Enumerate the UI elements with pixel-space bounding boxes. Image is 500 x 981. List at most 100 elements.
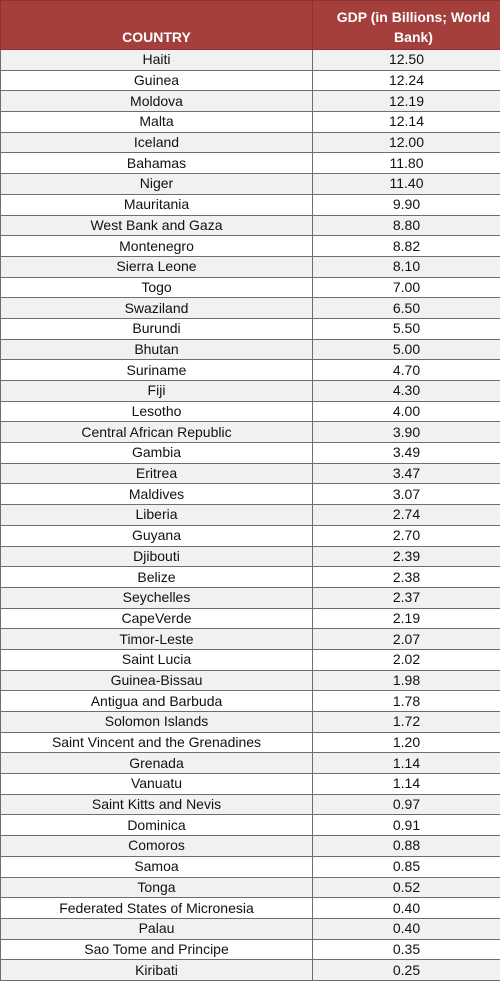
gdp-cell: 4.30	[313, 381, 500, 402]
gdp-cell: 8.10	[313, 256, 500, 277]
country-cell: Mauritania	[1, 194, 313, 215]
gdp-cell: 2.39	[313, 546, 500, 567]
country-cell: Tonga	[1, 877, 313, 898]
country-cell: Dominica	[1, 815, 313, 836]
gdp-cell: 0.40	[313, 898, 500, 919]
country-cell: Gambia	[1, 443, 313, 464]
country-cell: Djibouti	[1, 546, 313, 567]
country-cell: Iceland	[1, 132, 313, 153]
gdp-column-header: GDP (in Billions; World Bank)	[313, 1, 500, 50]
country-cell: Bahamas	[1, 153, 313, 174]
gdp-cell: 0.35	[313, 939, 500, 960]
gdp-cell: 1.72	[313, 712, 500, 733]
gdp-cell: 9.90	[313, 194, 500, 215]
gdp-cell: 3.07	[313, 484, 500, 505]
gdp-cell: 0.91	[313, 815, 500, 836]
gdp-cell: 2.37	[313, 587, 500, 608]
gdp-cell: 0.52	[313, 877, 500, 898]
country-cell: CapeVerde	[1, 608, 313, 629]
country-cell: Saint Lucia	[1, 649, 313, 670]
gdp-cell: 3.90	[313, 422, 500, 443]
country-cell: Eritrea	[1, 463, 313, 484]
country-cell: Montenegro	[1, 236, 313, 257]
country-cell: Palau	[1, 918, 313, 939]
country-cell: Niger	[1, 174, 313, 195]
country-cell: Belize	[1, 567, 313, 588]
country-cell: Solomon Islands	[1, 712, 313, 733]
country-cell: Guyana	[1, 525, 313, 546]
table-header: COUNTRY GDP (in Billions; World Bank)	[1, 1, 500, 50]
gdp-cell: 7.00	[313, 277, 500, 298]
country-cell: Central African Republic	[1, 422, 313, 443]
gdp-cell: 12.14	[313, 112, 500, 133]
country-cell: Antigua and Barbuda	[1, 691, 313, 712]
country-cell: Guinea	[1, 70, 313, 91]
gdp-cell: 6.50	[313, 298, 500, 319]
country-cell: Swaziland	[1, 298, 313, 319]
country-cell: Timor-Leste	[1, 629, 313, 650]
gdp-cell: 8.82	[313, 236, 500, 257]
country-cell: Bhutan	[1, 339, 313, 360]
country-cell: Grenada	[1, 753, 313, 774]
gdp-cell: 2.02	[313, 649, 500, 670]
country-cell: Malta	[1, 112, 313, 133]
country-cell: Guinea-Bissau	[1, 670, 313, 691]
gdp-cell: 4.70	[313, 360, 500, 381]
gdp-cell: 2.19	[313, 608, 500, 629]
country-cell: Togo	[1, 277, 313, 298]
gdp-cell: 2.07	[313, 629, 500, 650]
gdp-cell: 1.14	[313, 753, 500, 774]
gdp-cell: 4.00	[313, 401, 500, 422]
country-cell: Lesotho	[1, 401, 313, 422]
country-cell: Liberia	[1, 505, 313, 526]
gdp-cell: 8.80	[313, 215, 500, 236]
gdp-cell: 0.25	[313, 960, 500, 981]
gdp-cell: 1.20	[313, 732, 500, 753]
country-cell: Samoa	[1, 856, 313, 877]
gdp-cell: 12.24	[313, 70, 500, 91]
gdp-cell: 5.50	[313, 318, 500, 339]
gdp-cell: 11.80	[313, 153, 500, 174]
gdp-cell: 3.47	[313, 463, 500, 484]
gdp-cell: 1.98	[313, 670, 500, 691]
country-cell: West Bank and Gaza	[1, 215, 313, 236]
country-cell: Maldives	[1, 484, 313, 505]
gdp-cell: 11.40	[313, 174, 500, 195]
country-cell: Moldova	[1, 91, 313, 112]
gdp-cell: 2.38	[313, 567, 500, 588]
gdp-cell: 2.74	[313, 505, 500, 526]
country-cell: Burundi	[1, 318, 313, 339]
gdp-cell: 0.97	[313, 794, 500, 815]
country-column-header: COUNTRY	[1, 1, 313, 50]
